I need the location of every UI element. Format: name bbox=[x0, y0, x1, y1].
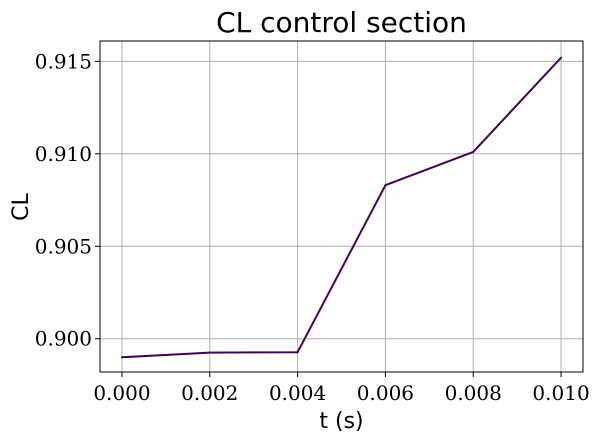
x-tick-label: 0.004 bbox=[269, 381, 326, 405]
data-point bbox=[208, 351, 211, 354]
x-tick-label: 0.006 bbox=[357, 381, 414, 405]
series-line bbox=[121, 56, 562, 359]
data-point bbox=[120, 356, 123, 359]
chart-title: CL control section bbox=[216, 6, 467, 39]
y-tick-label: 0.915 bbox=[35, 49, 92, 73]
y-tick-label: 0.900 bbox=[35, 327, 92, 351]
tick-layer: 0.000 0.002 0.004 0.006 0.008 0.010 0.900 0.905… bbox=[35, 49, 590, 405]
x-tick-label: 0.010 bbox=[532, 381, 589, 405]
y-tick-label: 0.910 bbox=[35, 142, 92, 166]
data-point bbox=[560, 56, 563, 59]
plot-frame bbox=[99, 40, 584, 373]
series-layer bbox=[120, 56, 563, 359]
grid bbox=[100, 41, 583, 372]
x-tick-label: 0.000 bbox=[93, 381, 150, 405]
x-tick-label: 0.002 bbox=[181, 381, 238, 405]
data-point bbox=[472, 150, 475, 153]
x-tick-label: 0.008 bbox=[445, 381, 502, 405]
x-axis-label: t (s) bbox=[319, 409, 363, 434]
data-point bbox=[296, 351, 299, 354]
y-axis-label: CL bbox=[9, 192, 34, 220]
y-tick-label: 0.905 bbox=[35, 234, 92, 258]
data-point bbox=[384, 184, 387, 187]
